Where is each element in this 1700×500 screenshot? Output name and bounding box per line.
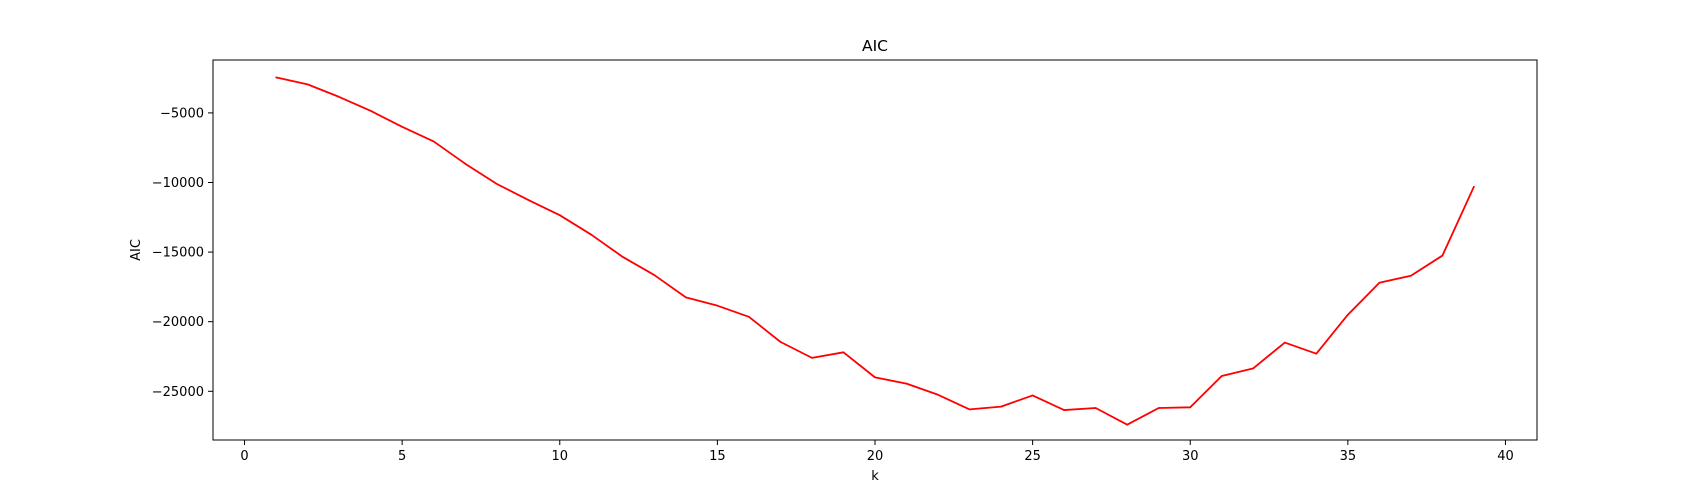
y-tick-label: −5000: [160, 106, 204, 121]
data-point: [401, 126, 403, 128]
data-point: [527, 199, 530, 201]
data-point: [1473, 185, 1475, 188]
y-axis-label: AIC: [129, 239, 144, 261]
data-point: [905, 382, 908, 385]
chart-title: AIC: [862, 37, 888, 55]
data-point: [1220, 375, 1223, 377]
plot-frame: [212, 59, 1538, 441]
data-point: [622, 256, 624, 258]
data-point: [1063, 409, 1065, 411]
x-axis-ticks: 0 5 10 15 20 25 30 35 40: [240, 440, 1514, 464]
data-point: [1189, 406, 1192, 409]
x-tick-label: 10: [551, 449, 568, 464]
data-point: [748, 316, 750, 318]
y-axis-ticks: −5000 −10000 −15000 −20000 −25000: [152, 106, 213, 400]
data-point: [811, 357, 813, 359]
series-layer: [275, 76, 1475, 426]
data-point: [685, 296, 687, 299]
y-tick-label: −20000: [152, 315, 204, 330]
data-point: [779, 341, 782, 343]
x-tick-label: 25: [1024, 449, 1041, 464]
series-line: [275, 76, 1475, 426]
x-axis-label: k: [871, 469, 879, 484]
x-tick-label: 5: [398, 449, 406, 464]
data-point: [1284, 341, 1286, 344]
y-tick-label: −25000: [152, 385, 204, 400]
data-point: [1378, 281, 1381, 284]
x-tick-label: 15: [709, 449, 726, 464]
data-point: [1000, 405, 1002, 408]
data-point: [306, 83, 309, 86]
data-point: [1410, 274, 1412, 277]
x-tick-label: 30: [1182, 449, 1199, 464]
data-point: [968, 408, 971, 411]
x-tick-label: 20: [867, 449, 884, 464]
data-point: [558, 214, 561, 217]
data-point: [874, 376, 876, 379]
data-point: [275, 76, 277, 79]
x-tick-label: 0: [240, 449, 248, 464]
data-point: [1252, 367, 1255, 370]
data-point: [338, 96, 340, 98]
data-point: [590, 233, 593, 236]
y-tick-label: −10000: [152, 176, 204, 191]
data-point: [369, 110, 372, 112]
data-point: [1315, 352, 1318, 355]
data-point: [1441, 254, 1444, 257]
data-point: [464, 162, 466, 165]
data-point: [432, 140, 435, 143]
data-point: [495, 183, 498, 185]
data-point: [1126, 423, 1128, 426]
data-point: [937, 393, 939, 396]
data-point: [1157, 407, 1160, 409]
data-point: [1031, 394, 1034, 397]
data-point: [716, 304, 719, 307]
data-point: [653, 274, 656, 276]
data-point: [1094, 407, 1097, 409]
data-point: [1347, 313, 1349, 316]
data-point: [842, 351, 845, 354]
x-tick-label: 40: [1497, 449, 1514, 464]
y-tick-label: −15000: [152, 246, 204, 261]
x-tick-label: 35: [1340, 449, 1357, 464]
